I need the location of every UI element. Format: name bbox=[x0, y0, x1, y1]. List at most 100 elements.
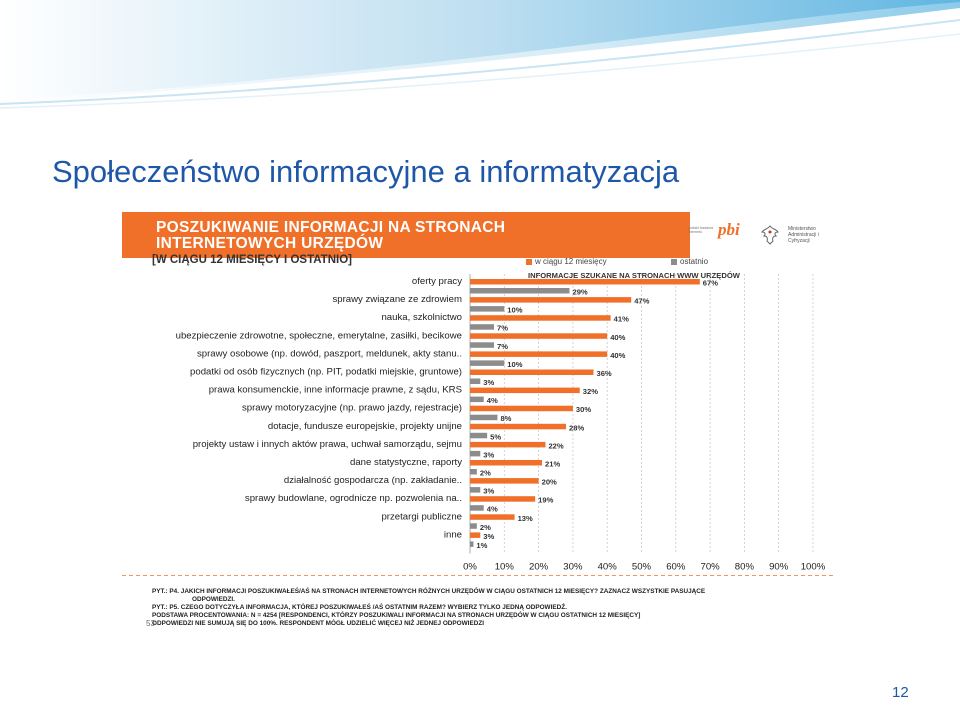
bar-last bbox=[470, 324, 495, 330]
x-tick-label: 70% bbox=[700, 562, 720, 573]
bar-last bbox=[470, 342, 495, 348]
bar-last bbox=[470, 523, 477, 529]
category-label: przetargi publiczne bbox=[381, 511, 462, 522]
bar-last bbox=[470, 414, 498, 421]
x-tick-label: 10% bbox=[495, 562, 515, 573]
category-label: sprawy związane ze zdrowiem bbox=[332, 294, 462, 305]
bar-chart: 0% 10% 20% 30% 40% 50% 60% 70% 80% 90% 100% oferty … bbox=[122, 274, 834, 576]
footnotes: PYT.: P4. JAKICH INFORMACJI POSZUKIWAŁEŚ… bbox=[152, 588, 802, 628]
bar-last bbox=[470, 396, 484, 403]
banner-line-1: POSZUKIWANIE INFORMACJI NA STRONACH bbox=[156, 219, 506, 236]
value-label-12m: 41% bbox=[614, 315, 629, 324]
value-label-last: 2% bbox=[480, 469, 491, 478]
category-label: sprawy osobowe (np. dowód, paszport, mel… bbox=[197, 348, 462, 359]
slide-title: Społeczeństwo informacyjne a informatyza… bbox=[52, 154, 680, 189]
bar-12m bbox=[470, 478, 539, 484]
bar-last bbox=[470, 306, 505, 312]
category-label: działalność gospodarcza (np. zakładanie.… bbox=[284, 475, 462, 486]
bar-last bbox=[470, 432, 488, 439]
x-tick-label: 20% bbox=[529, 562, 549, 573]
value-label-12m: 21% bbox=[545, 460, 560, 469]
value-label-12m: 32% bbox=[583, 387, 598, 396]
pbi-logo: pbi bbox=[718, 220, 740, 239]
category-label: sprawy motoryzacyjne (np. prawo jazdy, r… bbox=[242, 403, 462, 414]
bar-12m bbox=[470, 496, 536, 502]
slide-number: 12 bbox=[892, 684, 909, 701]
x-tick-label: 50% bbox=[632, 562, 652, 573]
bar-last bbox=[470, 541, 474, 547]
chart-caption: INFORMACJE SZUKANE NA STRONACH WWW URZĘD… bbox=[528, 271, 740, 280]
value-label-12m: 28% bbox=[569, 423, 584, 432]
legend-label-last: ostatnio bbox=[680, 257, 709, 266]
bar-last bbox=[470, 469, 477, 475]
category-label: prawa konsumenckie, inne informacje praw… bbox=[209, 385, 462, 396]
category-label: podatki od osób fizycznych (np. PIT, pod… bbox=[190, 367, 462, 378]
value-label-last: 3% bbox=[483, 450, 494, 459]
footnote-line: PYT.: P4. JAKICH INFORMACJI POSZUKIWAŁEŚ… bbox=[152, 588, 706, 595]
category-label: inne bbox=[444, 529, 462, 540]
x-tick-label: 80% bbox=[735, 562, 755, 573]
bar-12m bbox=[470, 369, 594, 375]
bar-last bbox=[470, 360, 505, 366]
bar-12m bbox=[470, 315, 611, 321]
value-label-last: 2% bbox=[480, 523, 491, 532]
footnote-line: ODPOWIEDZI NIE SUMUJĄ SIĘ DO 100%. RESPO… bbox=[152, 620, 484, 627]
x-tick-label: 40% bbox=[598, 562, 618, 573]
legend-label-12m: w ciągu 12 miesięcy bbox=[535, 257, 607, 266]
value-label-12m: 20% bbox=[542, 478, 557, 487]
pbi-logo-caption: polskie badania internetu bbox=[688, 226, 713, 235]
value-label-12m: 13% bbox=[518, 514, 533, 523]
legend-swatch-12m bbox=[526, 258, 532, 265]
value-label-12m: 3% bbox=[483, 532, 494, 541]
category-label: projekty ustaw i innych aktów prawa, uch… bbox=[193, 439, 462, 450]
category-label: ubezpieczenie zdrowotne, społeczne, emer… bbox=[176, 330, 462, 341]
report-subheading: [W CIĄGU 12 MIESIĘCY I OSTATNIO] bbox=[152, 254, 352, 266]
x-tick-label: 100% bbox=[801, 562, 826, 573]
bar-12m bbox=[470, 387, 580, 394]
bar-12m bbox=[470, 532, 481, 538]
bar-12m bbox=[470, 405, 573, 412]
x-tick-label: 30% bbox=[563, 562, 583, 573]
value-label-12m: 40% bbox=[610, 333, 625, 342]
banner-line-2: INTERNETOWYCH URZĘDÓW bbox=[156, 235, 384, 252]
bar-12m bbox=[470, 460, 543, 466]
value-label-last: 4% bbox=[487, 396, 498, 405]
x-tick-label: 90% bbox=[769, 562, 789, 573]
value-label-12m: 67% bbox=[703, 279, 718, 288]
value-label-last: 10% bbox=[507, 360, 522, 369]
bar-last bbox=[470, 487, 481, 493]
footnote-line: PYT.: P5. CZEGO DOTYCZYŁA INFORMACJA, KT… bbox=[152, 604, 567, 611]
footnote-line: PODSTAWA PROCENTOWANIA: N = 4254 [RESPON… bbox=[152, 612, 641, 619]
value-label-last: 29% bbox=[572, 288, 587, 297]
value-label-12m: 19% bbox=[538, 496, 553, 505]
category-label: dane statystyczne, raporty bbox=[350, 457, 462, 468]
value-label-last: 8% bbox=[500, 414, 511, 423]
category-label: dotacje, fundusze europejskie, projekty … bbox=[268, 421, 462, 432]
value-label-last: 3% bbox=[483, 378, 494, 387]
category-label: sprawy budowlane, ogrodnicze np. pozwole… bbox=[245, 493, 462, 504]
report-page-number: 53 bbox=[146, 619, 155, 628]
bar-last bbox=[470, 378, 481, 384]
banner-title: POSZUKIWANIE INFORMACJI NA STRONACH INTE… bbox=[156, 220, 505, 252]
ministry-logo-text: Ministerstwo Administracji i Cyfryzacji bbox=[788, 226, 819, 244]
report-panel: POSZUKIWANIE INFORMACJI NA STRONACH INTE… bbox=[118, 208, 836, 632]
value-label-last: 5% bbox=[490, 432, 501, 441]
report-banner: POSZUKIWANIE INFORMACJI NA STRONACH INTE… bbox=[122, 212, 690, 258]
eagle-emblem-icon bbox=[761, 225, 779, 245]
value-label-last: 3% bbox=[483, 487, 494, 496]
value-label-last: 7% bbox=[497, 342, 508, 351]
value-label-12m: 40% bbox=[610, 351, 625, 360]
logos: polskie badania internetu pbi Ministerst… bbox=[684, 212, 832, 258]
bar-12m bbox=[470, 423, 567, 430]
value-label-12m: 30% bbox=[576, 405, 591, 414]
value-label-last: 7% bbox=[497, 324, 508, 333]
bar-12m bbox=[470, 514, 515, 520]
x-tick-label: 60% bbox=[666, 562, 686, 573]
legend-swatch-last bbox=[671, 258, 677, 265]
x-tick-label: 0% bbox=[463, 562, 477, 573]
bar-last bbox=[470, 288, 570, 294]
value-label-last: 4% bbox=[487, 505, 498, 514]
bar-12m bbox=[470, 441, 546, 448]
value-label-12m: 22% bbox=[548, 441, 563, 450]
bar-12m bbox=[470, 279, 700, 285]
